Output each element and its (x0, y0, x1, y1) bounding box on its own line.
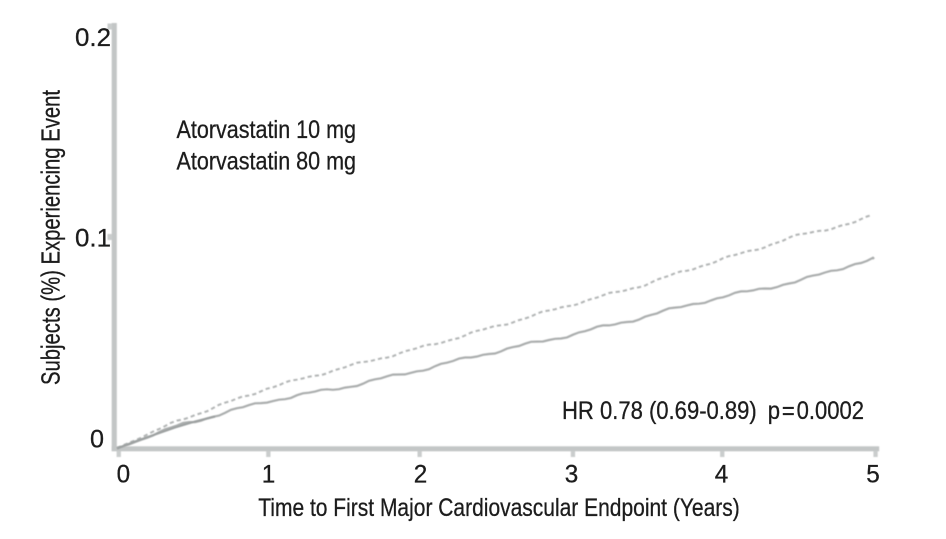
svg-text:0: 0 (117, 461, 131, 489)
svg-text:0: 0 (90, 425, 104, 453)
svg-text:4: 4 (715, 461, 729, 489)
svg-text:1: 1 (262, 461, 276, 489)
svg-text:Time to First Major Cardiovasc: Time to First Major Cardiovascular Endpo… (258, 494, 740, 522)
svg-text:Subjects (%) Experiencing Even: Subjects (%) Experiencing Event (36, 89, 66, 385)
svg-text:Atorvastatin 80 mg: Atorvastatin 80 mg (177, 147, 357, 175)
svg-text:HR 0.78 (0.69-0.89) p = 0.0002: HR 0.78 (0.69-0.89) p = 0.0002 (562, 397, 864, 425)
svg-text:2: 2 (414, 461, 428, 489)
svg-text:0.2: 0.2 (75, 24, 111, 52)
svg-text:5: 5 (866, 461, 880, 489)
svg-text:0.1: 0.1 (75, 225, 111, 253)
svg-text:Atorvastatin 10 mg: Atorvastatin 10 mg (177, 116, 357, 144)
svg-text:3: 3 (565, 461, 579, 489)
